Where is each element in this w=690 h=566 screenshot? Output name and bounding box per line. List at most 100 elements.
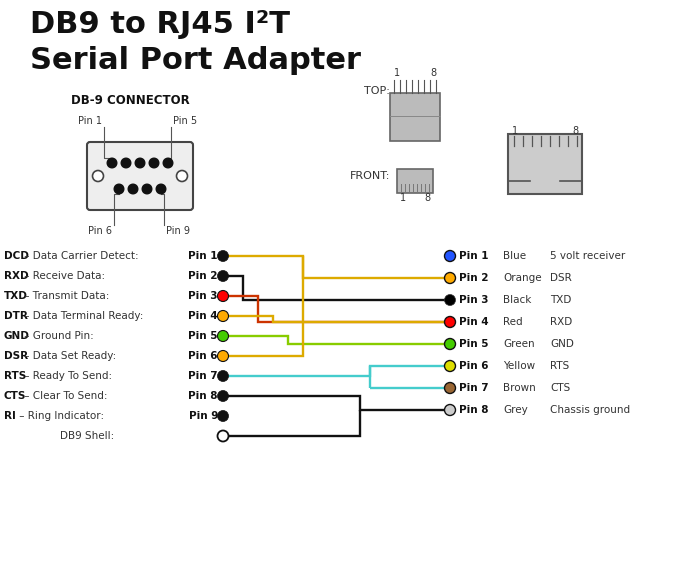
Circle shape [164, 158, 172, 168]
Text: TOP:: TOP: [364, 86, 390, 96]
Text: – Data Set Ready:: – Data Set Ready: [21, 351, 117, 361]
Circle shape [217, 251, 228, 261]
Circle shape [107, 158, 117, 168]
Text: – Clear To Send:: – Clear To Send: [21, 391, 108, 401]
Text: – Data Carrier Detect:: – Data Carrier Detect: [21, 251, 139, 261]
Text: Grey: Grey [503, 405, 528, 415]
Text: DB-9 CONNECTOR: DB-9 CONNECTOR [70, 94, 189, 107]
Circle shape [217, 271, 228, 281]
Text: Black: Black [503, 295, 531, 305]
Text: Chassis ground: Chassis ground [550, 405, 630, 415]
Text: Pin 4: Pin 4 [188, 311, 218, 321]
Circle shape [217, 371, 228, 381]
Text: Pin 6: Pin 6 [188, 351, 218, 361]
Text: Pin 2: Pin 2 [188, 271, 218, 281]
Circle shape [444, 272, 455, 284]
Text: Serial Port Adapter: Serial Port Adapter [30, 46, 361, 75]
Text: 5 volt receiver: 5 volt receiver [550, 251, 625, 261]
Text: – Data Terminal Ready:: – Data Terminal Ready: [21, 311, 144, 321]
Circle shape [444, 338, 455, 349]
Text: CTS: CTS [4, 391, 26, 401]
Circle shape [444, 405, 455, 415]
Text: Yellow: Yellow [503, 361, 535, 371]
Text: Pin 4: Pin 4 [459, 317, 489, 327]
Text: Pin 1: Pin 1 [459, 251, 489, 261]
Circle shape [177, 170, 188, 182]
Circle shape [142, 184, 152, 194]
Circle shape [217, 391, 228, 401]
Circle shape [217, 290, 228, 302]
Text: RXD: RXD [4, 271, 28, 281]
Text: Brown: Brown [503, 383, 535, 393]
Text: DB9 Shell:: DB9 Shell: [60, 431, 115, 441]
Text: RXD: RXD [550, 317, 572, 327]
Text: TXD: TXD [4, 291, 28, 301]
Text: Pin 5: Pin 5 [188, 331, 218, 341]
Text: 1: 1 [512, 126, 518, 136]
Text: Pin 8: Pin 8 [459, 405, 489, 415]
Text: CTS: CTS [550, 383, 570, 393]
Text: Green: Green [503, 339, 535, 349]
Text: Pin 9: Pin 9 [166, 226, 190, 236]
Circle shape [217, 410, 228, 422]
Circle shape [217, 311, 228, 321]
Circle shape [444, 251, 455, 261]
Text: FRONT:: FRONT: [350, 171, 390, 181]
Text: Pin 1: Pin 1 [78, 116, 102, 126]
Circle shape [444, 294, 455, 306]
Text: TXD: TXD [550, 295, 571, 305]
Circle shape [115, 184, 124, 194]
Text: 8: 8 [430, 68, 436, 78]
Circle shape [156, 184, 166, 194]
Bar [508, 134, 582, 194]
Text: DB9 to RJ45 I²T: DB9 to RJ45 I²T [30, 10, 290, 39]
Text: – Transmit Data:: – Transmit Data: [21, 291, 110, 301]
Text: DSR: DSR [550, 273, 572, 283]
Circle shape [149, 158, 159, 168]
Text: GND: GND [4, 331, 30, 341]
Text: Orange: Orange [503, 273, 542, 283]
Circle shape [444, 316, 455, 328]
Text: GND: GND [550, 339, 574, 349]
Text: 1: 1 [400, 193, 406, 203]
Circle shape [121, 158, 131, 168]
Text: Pin 3: Pin 3 [188, 291, 218, 301]
Text: Pin 5: Pin 5 [173, 116, 197, 126]
Circle shape [217, 350, 228, 362]
Text: Blue: Blue [503, 251, 526, 261]
Text: Pin 2: Pin 2 [459, 273, 489, 283]
Text: DTR: DTR [4, 311, 28, 321]
Text: Pin 8: Pin 8 [188, 391, 218, 401]
Text: Pin 6: Pin 6 [459, 361, 489, 371]
Text: – Ready To Send:: – Ready To Send: [21, 371, 112, 381]
Bar [397, 169, 433, 193]
Text: Pin 1: Pin 1 [188, 251, 218, 261]
Text: – Ground Pin:: – Ground Pin: [21, 331, 94, 341]
Text: RTS: RTS [4, 371, 26, 381]
Circle shape [444, 383, 455, 393]
Text: Pin 6: Pin 6 [88, 226, 112, 236]
Text: – Receive Data:: – Receive Data: [21, 271, 106, 281]
Text: Pin 7: Pin 7 [459, 383, 489, 393]
Text: Pin 3: Pin 3 [459, 295, 489, 305]
Text: 8: 8 [572, 126, 578, 136]
Text: DCD: DCD [4, 251, 29, 261]
Text: – Ring Indicator:: – Ring Indicator: [16, 411, 104, 421]
Circle shape [135, 158, 145, 168]
Text: DSR: DSR [4, 351, 28, 361]
Text: RI: RI [4, 411, 16, 421]
Text: Pin 7: Pin 7 [188, 371, 218, 381]
Text: RTS: RTS [550, 361, 569, 371]
Circle shape [217, 331, 228, 341]
Circle shape [217, 431, 228, 441]
Text: Red: Red [503, 317, 522, 327]
Circle shape [128, 184, 138, 194]
FancyBboxPatch shape [87, 142, 193, 210]
Text: Pin 5: Pin 5 [459, 339, 489, 349]
Bar [390, 93, 440, 141]
Circle shape [92, 170, 104, 182]
Text: 8: 8 [424, 193, 430, 203]
Text: 1: 1 [394, 68, 400, 78]
Text: Pin 9: Pin 9 [188, 411, 218, 421]
Circle shape [444, 361, 455, 371]
